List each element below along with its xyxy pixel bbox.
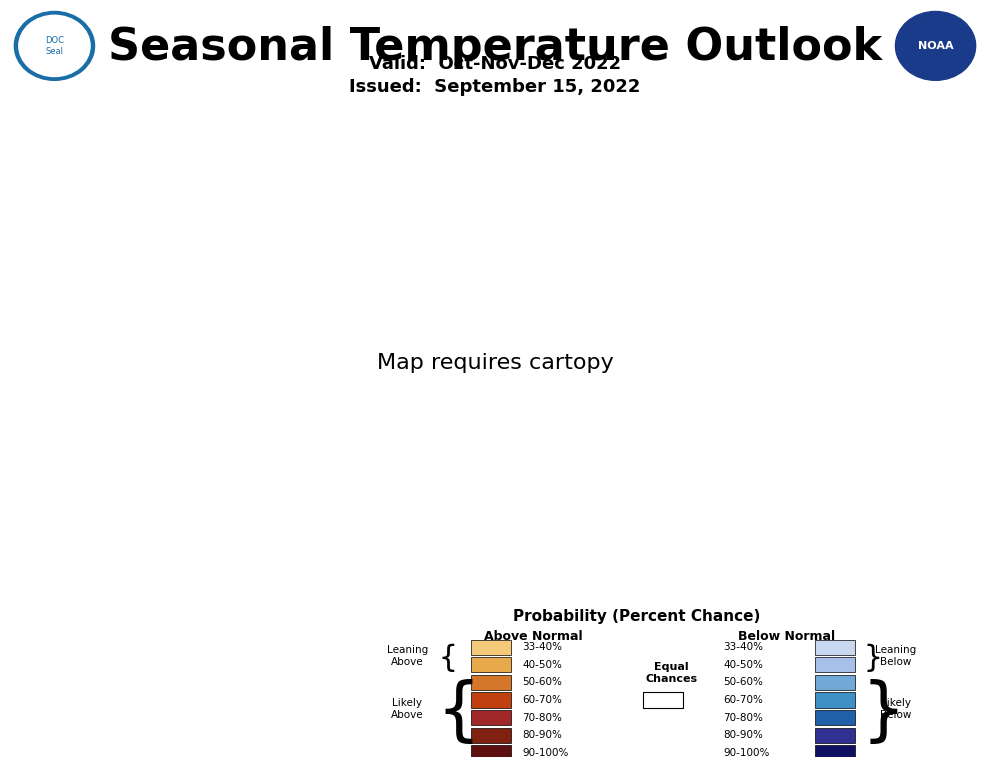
FancyBboxPatch shape	[815, 728, 855, 743]
Text: 60-70%: 60-70%	[724, 695, 763, 705]
Text: DOC
Seal: DOC Seal	[45, 36, 64, 56]
FancyBboxPatch shape	[470, 640, 511, 655]
Text: 90-100%: 90-100%	[523, 747, 568, 758]
Text: Below Normal: Below Normal	[738, 630, 835, 643]
Text: 80-90%: 80-90%	[523, 730, 562, 741]
Text: 70-80%: 70-80%	[523, 712, 562, 723]
FancyBboxPatch shape	[470, 692, 511, 708]
Text: Likely
Below: Likely Below	[880, 698, 911, 720]
Text: 70-80%: 70-80%	[724, 712, 763, 723]
Text: 50-60%: 50-60%	[523, 677, 562, 688]
Text: {: {	[844, 675, 889, 742]
FancyBboxPatch shape	[470, 745, 511, 760]
Text: 80-90%: 80-90%	[724, 730, 763, 741]
Circle shape	[14, 11, 94, 80]
FancyBboxPatch shape	[470, 675, 511, 690]
FancyBboxPatch shape	[815, 710, 855, 725]
Text: Above Normal: Above Normal	[484, 630, 583, 643]
FancyBboxPatch shape	[815, 692, 855, 708]
Text: {: {	[857, 642, 876, 670]
Text: 33-40%: 33-40%	[724, 642, 763, 653]
Text: }: }	[420, 675, 464, 742]
Text: 40-50%: 40-50%	[523, 659, 562, 670]
Text: 90-100%: 90-100%	[724, 747, 769, 758]
FancyBboxPatch shape	[470, 710, 511, 725]
Text: NOAA: NOAA	[918, 41, 953, 51]
Text: 60-70%: 60-70%	[523, 695, 562, 705]
Circle shape	[895, 11, 975, 80]
Text: Valid:  Oct-Nov-Dec 2022: Valid: Oct-Nov-Dec 2022	[369, 55, 621, 73]
FancyBboxPatch shape	[815, 640, 855, 655]
Text: Equal
Chances: Equal Chances	[645, 662, 698, 684]
Text: }: }	[433, 642, 451, 670]
Circle shape	[19, 15, 90, 76]
FancyBboxPatch shape	[815, 675, 855, 690]
FancyBboxPatch shape	[815, 745, 855, 760]
FancyBboxPatch shape	[470, 657, 511, 672]
FancyBboxPatch shape	[815, 657, 855, 672]
Text: Issued:  September 15, 2022: Issued: September 15, 2022	[349, 78, 641, 96]
FancyBboxPatch shape	[643, 692, 683, 708]
Text: Likely
Above: Likely Above	[391, 698, 424, 720]
Text: Probability (Percent Chance): Probability (Percent Chance)	[514, 609, 761, 624]
Text: Map requires cartopy: Map requires cartopy	[376, 353, 614, 373]
Text: Leaning
Below: Leaning Below	[875, 645, 916, 667]
Text: Leaning
Above: Leaning Above	[387, 645, 428, 667]
Text: 33-40%: 33-40%	[523, 642, 562, 653]
FancyBboxPatch shape	[470, 728, 511, 743]
Text: 40-50%: 40-50%	[724, 659, 763, 670]
Text: Seasonal Temperature Outlook: Seasonal Temperature Outlook	[108, 26, 882, 69]
Text: 50-60%: 50-60%	[724, 677, 763, 688]
